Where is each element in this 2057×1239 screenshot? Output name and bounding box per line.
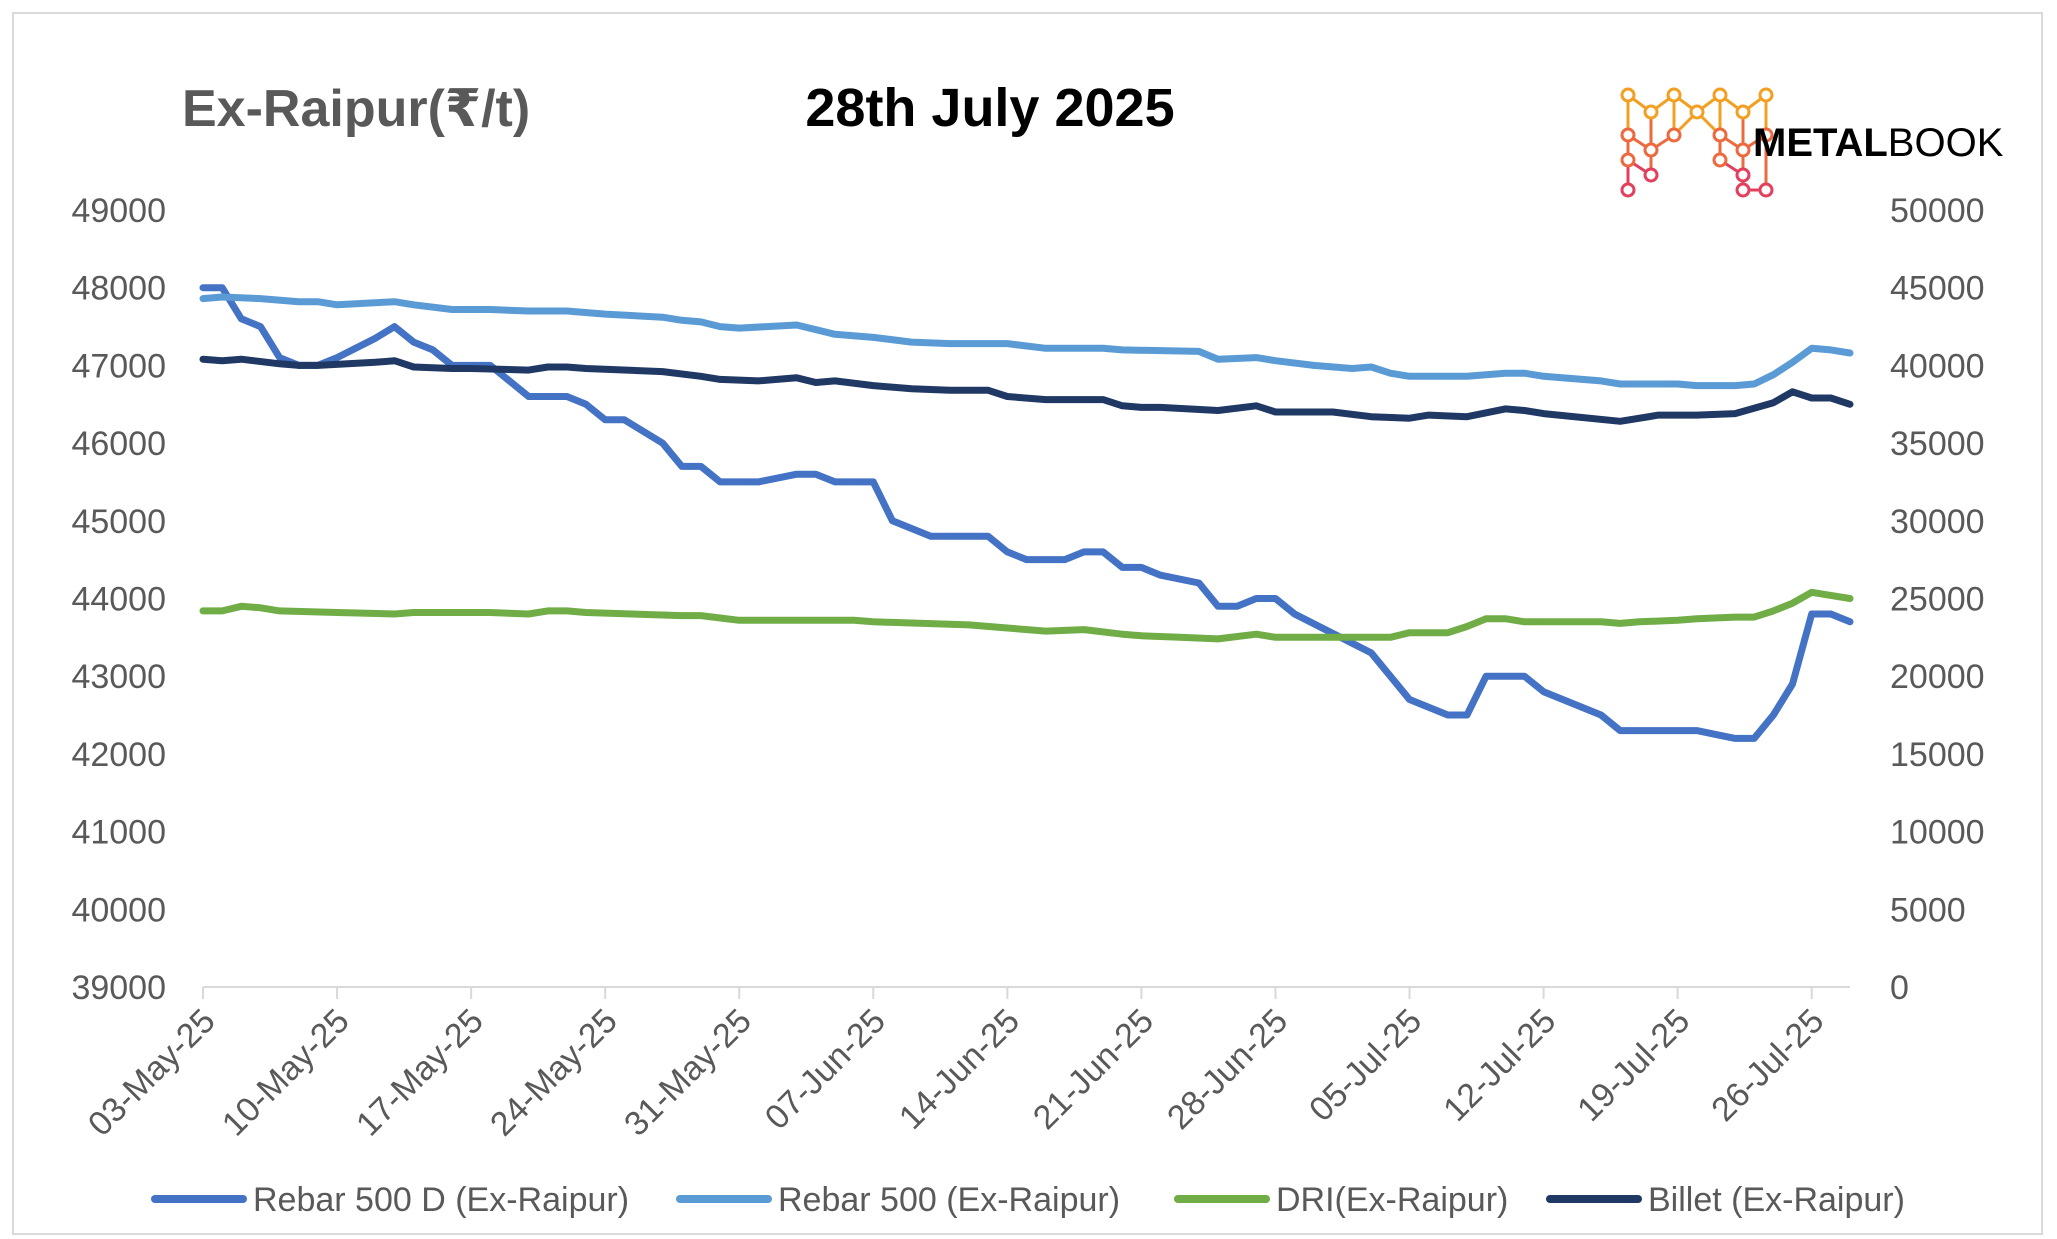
- series-line-4: [203, 359, 1850, 421]
- x-tick-label: 21-Jun-25: [1026, 1002, 1161, 1137]
- series-line-3: [203, 592, 1850, 639]
- brand-text-bold: METAL: [1753, 121, 1888, 165]
- legend-item-1: Rebar 500 D (Ex-Raipur): [155, 1181, 629, 1219]
- x-tick-label: 26-Jul-25: [1704, 1002, 1831, 1129]
- y-right-tick-label: 50000: [1890, 192, 1985, 230]
- legend-item-3: DRI(Ex-Raipur): [1178, 1181, 1508, 1219]
- legend: Rebar 500 D (Ex-Raipur) Rebar 500 (Ex-Rai…: [155, 1181, 1905, 1219]
- y-right-tick-label: 30000: [1890, 503, 1985, 541]
- x-tick-label: 05-Jul-25: [1302, 1002, 1429, 1129]
- y-left-tick-label: 40000: [71, 891, 166, 929]
- legend-item-4: Billet (Ex-Raipur): [1550, 1181, 1905, 1219]
- y-left-tick-label: 41000: [71, 814, 166, 852]
- y-left-tick-label: 46000: [71, 425, 166, 463]
- x-tick-label: 12-Jul-25: [1436, 1002, 1563, 1129]
- legend-item-2: Rebar 500 (Ex-Raipur): [680, 1181, 1120, 1219]
- y-left-tick-label: 49000: [71, 192, 166, 230]
- series-line-2: [203, 297, 1850, 386]
- axes: 39000 40000 41000 42000 43000 44000 45000 46000…: [71, 192, 1984, 1144]
- y-left-tick-label: 48000: [71, 270, 166, 308]
- y-right-tick-label: 35000: [1890, 425, 1985, 463]
- x-tick-label: 19-Jul-25: [1570, 1002, 1697, 1129]
- y-right-tick-label: 20000: [1890, 658, 1985, 696]
- legend-label: Rebar 500 D (Ex-Raipur): [253, 1181, 629, 1219]
- y-axis-title: Ex-Raipur(₹/t): [182, 80, 530, 138]
- y-left-tick-label: 44000: [71, 581, 166, 619]
- x-tick-label: 28-Jun-25: [1160, 1002, 1295, 1137]
- y-right-tick-label: 15000: [1890, 736, 1985, 774]
- x-tick-label: 17-May-25: [349, 1002, 491, 1144]
- brand-logo: METALBOOK: [1622, 89, 2004, 196]
- chart-title: 28th July 2025: [805, 78, 1174, 138]
- y-left-tick-label: 45000: [71, 503, 166, 541]
- brand-text-light: BOOK: [1888, 121, 2004, 165]
- y-right-tick-label: 5000: [1890, 891, 1966, 929]
- y-right-tick-label: 45000: [1890, 270, 1985, 308]
- legend-label: Rebar 500 (Ex-Raipur): [778, 1181, 1120, 1219]
- y-right-tick-label: 40000: [1890, 347, 1985, 385]
- x-tick-label: 07-Jun-25: [758, 1002, 893, 1137]
- x-tick-label: 03-May-25: [81, 1002, 223, 1144]
- y-left-tick-label: 39000: [71, 969, 166, 1007]
- x-tick-label: 14-Jun-25: [892, 1002, 1027, 1137]
- metalbook-logo-icon: [1622, 89, 1772, 196]
- y-right-tick-label: 25000: [1890, 581, 1985, 619]
- x-tick-label: 24-May-25: [483, 1002, 625, 1144]
- y-left-tick-label: 42000: [71, 736, 166, 774]
- y-right-tick-label: 0: [1890, 969, 1909, 1007]
- legend-label: Billet (Ex-Raipur): [1648, 1181, 1905, 1219]
- y-left-tick-label: 47000: [71, 347, 166, 385]
- series-lines: [203, 288, 1850, 739]
- svg-text:METALBOOK: METALBOOK: [1753, 121, 2004, 165]
- legend-label: DRI(Ex-Raipur): [1276, 1181, 1508, 1219]
- x-tick-label: 31-May-25: [617, 1002, 759, 1144]
- series-line-1: [203, 288, 1850, 739]
- x-tick-label: 10-May-25: [215, 1002, 357, 1144]
- y-left-tick-label: 43000: [71, 658, 166, 696]
- y-right-tick-label: 10000: [1890, 814, 1985, 852]
